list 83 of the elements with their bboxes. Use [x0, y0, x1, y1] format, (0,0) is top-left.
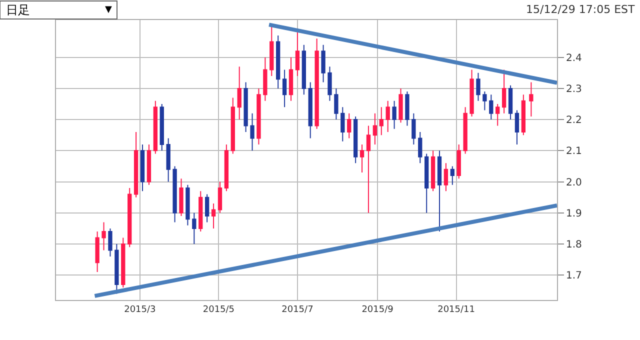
y-tick-label: 2.0 [566, 177, 582, 188]
text: ▼ [105, 5, 112, 15]
candlestick [476, 72, 480, 102]
candlestick [263, 56, 268, 102]
candlestick [114, 244, 119, 294]
candlestick [295, 32, 300, 76]
candlestick [140, 144, 145, 192]
candlestick [450, 166, 454, 186]
candlestick [456, 144, 461, 180]
candlestick [392, 100, 396, 130]
y-tick-label: 1.7 [566, 270, 582, 282]
y-tick-label: 1.8 [566, 240, 582, 250]
candlestick [308, 82, 312, 139]
candlestick [95, 231, 100, 272]
x-tick-label: 2015/9 [362, 304, 394, 315]
y-tick-label: 2.2 [566, 115, 582, 126]
candlestick [347, 112, 352, 139]
candlestick [430, 150, 436, 192]
candlestick [172, 166, 177, 223]
candlestick [412, 112, 416, 145]
candlestick [224, 144, 229, 192]
candlestick [204, 194, 210, 223]
candlestick [192, 212, 196, 244]
candlestick [437, 150, 442, 232]
candlestick [340, 106, 345, 142]
candlestick [270, 26, 274, 76]
candlestick [424, 153, 429, 214]
text: 日足 [6, 3, 30, 17]
candlestick [353, 116, 358, 164]
candlestick [521, 94, 526, 136]
candlestick [153, 100, 158, 154]
x-tick-label: 2015/11 [438, 304, 475, 315]
candlestick [282, 69, 287, 108]
candlestick [198, 190, 203, 232]
candlestick [244, 82, 248, 132]
candlestick [482, 91, 487, 111]
candlestick [102, 222, 106, 251]
candlestick [160, 104, 164, 152]
candlestick [288, 56, 294, 102]
candlestick [366, 125, 371, 214]
candlestick [379, 106, 384, 136]
candlestick [128, 188, 132, 248]
candlestick [250, 112, 254, 152]
text: 15/12/29 17:05 EST [526, 3, 636, 16]
candlestick [321, 44, 326, 83]
candlestick [398, 88, 403, 124]
candlestick [108, 228, 112, 257]
candlestick [372, 112, 378, 145]
candlestick [386, 100, 390, 132]
candlestick [134, 132, 138, 198]
y-tick-label: 2.1 [566, 146, 582, 158]
y-tick-label: 1.9 [566, 208, 582, 220]
candlestick [179, 178, 184, 216]
x-tick-label: 2015/5 [202, 304, 235, 315]
candlestick [496, 104, 500, 126]
candlestick [276, 35, 280, 89]
candlestick [405, 91, 410, 126]
candlestick [444, 162, 448, 192]
candlestick [470, 69, 474, 117]
candlestick [230, 97, 235, 154]
y-tick-label: 2.4 [566, 52, 582, 64]
candlestick [334, 88, 338, 120]
candlestick [314, 38, 319, 130]
candlestick [302, 44, 306, 96]
candlestick [186, 184, 190, 226]
candlestick [121, 237, 126, 288]
candlestick [489, 94, 494, 120]
candlestick [514, 110, 520, 145]
candlestick [256, 88, 261, 145]
candlestick [166, 138, 170, 182]
candlestick [529, 82, 534, 117]
candlestick [463, 106, 468, 154]
candlestick [218, 181, 222, 214]
candlestick [146, 144, 152, 186]
candlestick [211, 203, 216, 229]
x-tick-label: 2015/3 [124, 304, 156, 315]
candlestick [360, 144, 364, 173]
candlestick [328, 66, 332, 102]
y-tick-label: 2.3 [566, 84, 582, 95]
candlestick [508, 84, 513, 120]
candlestick [418, 132, 422, 164]
x-tick-label: 2015/7 [282, 304, 314, 315]
candlestick [237, 66, 242, 120]
